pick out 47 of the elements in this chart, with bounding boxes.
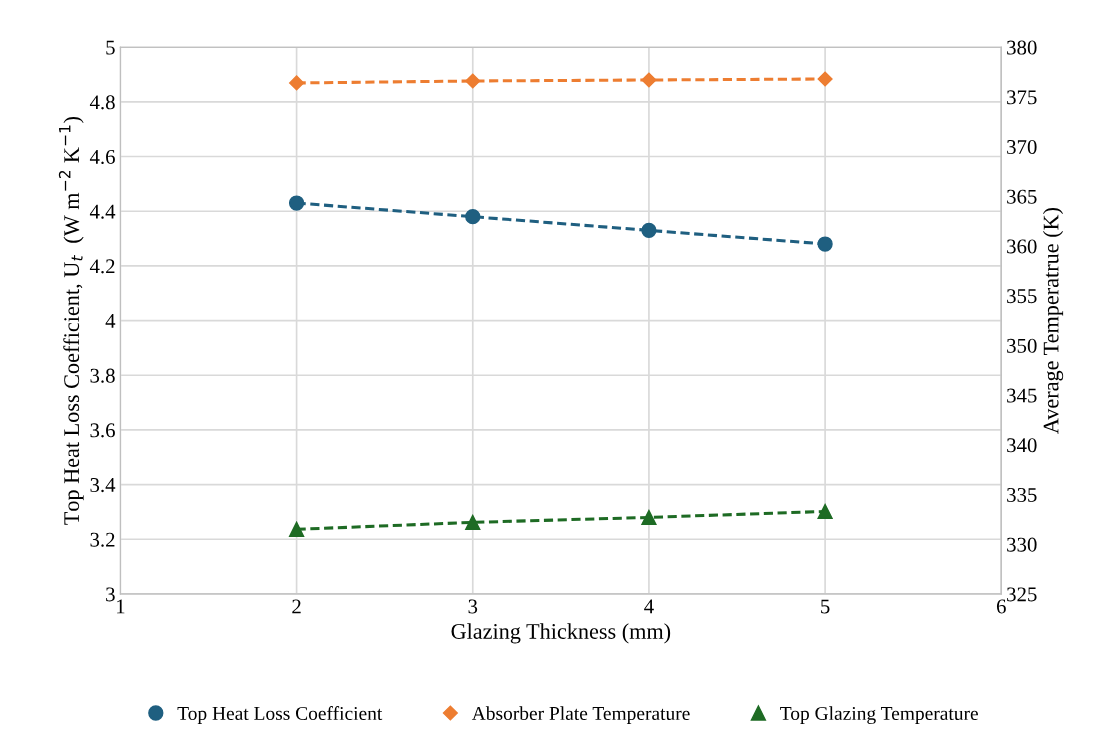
point (641, 222, 657, 238)
y2-tick-label: 380 (1007, 40, 1037, 55)
point (817, 503, 833, 520)
y2-tick-label: 370 (1007, 139, 1037, 155)
x-tick-label: 1 (117, 599, 125, 614)
x-axis-title: Glazing Thickness (mm) (451, 623, 671, 644)
y2-tick-label: 340 (1007, 438, 1037, 453)
y-tick-label: 4.6 (89, 149, 115, 165)
point (289, 75, 305, 91)
x-tick-label: 4 (644, 599, 654, 614)
y-tick-label: 3 (106, 587, 115, 602)
legend-label: Top Glazing Temperature (780, 706, 978, 725)
y-tick-label: 3.6 (90, 423, 115, 438)
y2-tick-label: 325 (1007, 587, 1037, 602)
point (641, 509, 657, 526)
y-tick-label: 3.4 (90, 478, 116, 493)
x-tick-label: 2 (292, 599, 301, 614)
point (817, 71, 833, 87)
y2-tick-label: 375 (1007, 90, 1037, 105)
legend-label: Absorber Plate Temperature (471, 706, 690, 724)
y-tick-label: 3.8 (90, 368, 115, 383)
point (465, 514, 481, 531)
point (288, 521, 305, 537)
y2-tick-label: 360 (1007, 239, 1037, 254)
point (465, 73, 481, 89)
x-tick-label: 6 (996, 599, 1006, 614)
y-tick-label: 4.8 (89, 95, 115, 110)
y-tick-label: 4.2 (89, 259, 115, 274)
y2-tick-label: 335 (1007, 487, 1037, 502)
y2-tick-label: 345 (1007, 388, 1037, 403)
x-tick-label: 3 (468, 599, 478, 614)
point (817, 236, 833, 252)
y2-tick-label: 355 (1007, 289, 1037, 304)
y2-tick-label: 350 (1007, 338, 1037, 353)
point (641, 72, 657, 88)
y2-tick-label: 330 (1007, 537, 1037, 552)
y-tick-label: 4 (105, 314, 116, 328)
y2-tick-label: 365 (1007, 189, 1037, 204)
point (288, 195, 305, 211)
y-axis-title: Top Heat Loss Coefficient, U$_{t}$ (W m$^{−2}$ K$^{−1}$) (58, 116, 84, 525)
point (465, 209, 481, 225)
legend-label: Top Heat Loss Coefficient (177, 706, 383, 724)
y-tick-label: 3.2 (90, 532, 115, 547)
x-tick-label: 5 (821, 599, 830, 614)
y-tick-label: 4.4 (89, 204, 116, 219)
y2-axis-title: Average Temperatrue (K) (1042, 207, 1064, 434)
y-tick-label: 5 (106, 40, 115, 55)
